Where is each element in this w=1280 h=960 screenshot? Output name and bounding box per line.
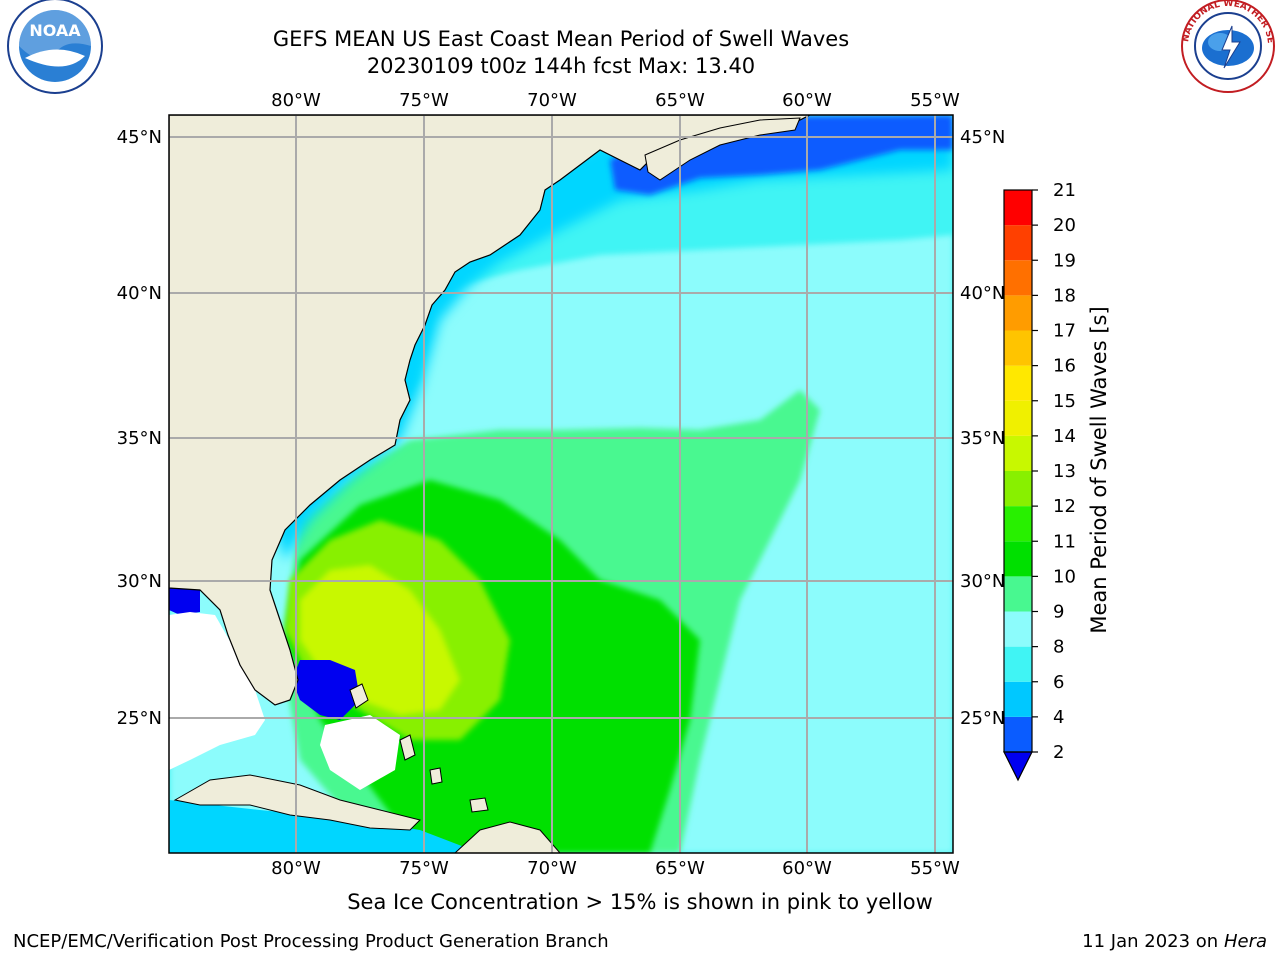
colorbar-swatch xyxy=(1004,471,1032,507)
lon-label: 70°W xyxy=(527,858,577,879)
colorbar-swatch xyxy=(1004,716,1032,752)
colorbar-tick-label: 8 xyxy=(1053,637,1064,658)
lon-label: 55°W xyxy=(910,858,960,879)
lon-labels-top: 80°W 75°W 70°W 65°W 60°W 55°W xyxy=(271,90,960,111)
footer-date-text: 11 Jan 2023 on xyxy=(1082,931,1219,952)
lon-label: 55°W xyxy=(910,90,960,111)
period-under-2-gulf xyxy=(169,585,200,615)
land-hispaniola xyxy=(454,821,561,853)
lon-labels-bottom: 80°W 75°W 70°W 65°W 60°W 55°W xyxy=(271,858,960,879)
lat-labels-left: 45°N 40°N 35°N 30°N 25°N xyxy=(117,127,162,729)
lon-label: 60°W xyxy=(782,90,832,111)
colorbar-swatch xyxy=(1004,260,1032,296)
colorbar-swatch xyxy=(1004,400,1032,436)
colorbar-tick-label: 9 xyxy=(1053,602,1064,623)
colorbar-tick-label: 17 xyxy=(1053,321,1076,342)
colorbar-swatch xyxy=(1004,646,1032,682)
no-data-gulf xyxy=(169,612,265,770)
colorbar-tick-label: 18 xyxy=(1053,285,1076,306)
colorbar-swatch xyxy=(1004,330,1032,366)
lon-label: 75°W xyxy=(399,858,449,879)
colorbar-swatch xyxy=(1004,365,1032,401)
colorbar-tick-label: 14 xyxy=(1053,426,1076,447)
colorbar-swatch xyxy=(1004,190,1032,226)
colorbar: 2 4 6 8 9 10 11 12 13 14 15 16 17 18 19 20 21 xyxy=(1003,180,1076,782)
colorbar-tick-label: 12 xyxy=(1053,496,1076,517)
colorbar-label: Mean Period of Swell Waves [s] xyxy=(1087,306,1111,633)
land-nova-scotia xyxy=(644,117,801,181)
colorbar-tick-label: 4 xyxy=(1053,707,1064,728)
colorbar-under-arrow xyxy=(1003,751,1033,782)
footer-credit: NCEP/EMC/Verification Post Processing Pr… xyxy=(13,931,609,952)
colorbar-tick-label: 21 xyxy=(1053,180,1076,201)
nws-logo: NATIONAL WEATHER SERVICE xyxy=(1181,0,1275,93)
land-cuba xyxy=(173,774,421,831)
colorbar-tick-label: 19 xyxy=(1053,250,1076,271)
plot-subtitle: 20230109 t00z 144h fcst Max: 13.40 xyxy=(366,54,756,78)
period-caribbean xyxy=(169,800,480,853)
lat-label: 45°N xyxy=(960,127,1005,148)
land-north-america xyxy=(169,115,811,706)
lon-label: 60°W xyxy=(782,858,832,879)
lat-label: 40°N xyxy=(960,283,1005,304)
no-data-bahamas-shelf xyxy=(320,715,400,790)
map-area xyxy=(169,115,953,853)
period-under-2-florida xyxy=(292,660,360,720)
colorbar-tick-label: 16 xyxy=(1053,356,1076,377)
land-bahamas xyxy=(349,683,489,813)
colorbar-swatch xyxy=(1004,506,1032,542)
map-frame xyxy=(168,114,954,854)
lat-label: 35°N xyxy=(960,428,1005,449)
lon-label: 65°W xyxy=(655,858,705,879)
colorbar-tick-label: 15 xyxy=(1053,391,1076,412)
footer-date: 11 Jan 2023 on Hera xyxy=(1082,931,1267,952)
lon-label: 80°W xyxy=(271,858,321,879)
colorbar-swatch xyxy=(1004,225,1032,261)
lon-label: 80°W xyxy=(271,90,321,111)
lat-label: 45°N xyxy=(117,127,162,148)
sea-ice-note: Sea Ice Concentration > 15% is shown in … xyxy=(347,890,933,914)
lat-labels-right: 45°N 40°N 35°N 30°N 25°N xyxy=(960,127,1005,729)
colorbar-swatch xyxy=(1004,611,1032,647)
lat-label: 25°N xyxy=(117,708,162,729)
colorbar-swatch xyxy=(1004,681,1032,717)
lon-label: 75°W xyxy=(399,90,449,111)
colorbar-tick-label: 2 xyxy=(1053,742,1064,763)
colorbar-swatch xyxy=(1004,435,1032,471)
lat-label: 35°N xyxy=(117,428,162,449)
colorbar-tick-label: 11 xyxy=(1053,531,1076,552)
colorbar-swatch xyxy=(1004,541,1032,577)
colorbar-tick-label: 20 xyxy=(1053,215,1076,236)
noaa-logo: NOAA xyxy=(7,0,103,94)
lon-label: 70°W xyxy=(527,90,577,111)
colorbar-swatch xyxy=(1004,576,1032,612)
lon-label: 65°W xyxy=(655,90,705,111)
lat-label: 40°N xyxy=(117,283,162,304)
plot-title: GEFS MEAN US East Coast Mean Period of S… xyxy=(272,27,850,51)
colorbar-tick-label: 13 xyxy=(1053,461,1076,482)
lat-label: 30°N xyxy=(117,571,162,592)
footer-host: Hera xyxy=(1223,931,1267,952)
graticule xyxy=(169,115,953,853)
colorbar-tick-label: 10 xyxy=(1053,566,1076,587)
lat-label: 30°N xyxy=(960,571,1005,592)
colorbar-swatch xyxy=(1004,295,1032,331)
noaa-logo-text: NOAA xyxy=(29,21,81,40)
colorbar-tick-label: 6 xyxy=(1053,672,1064,693)
lat-label: 25°N xyxy=(960,708,1005,729)
